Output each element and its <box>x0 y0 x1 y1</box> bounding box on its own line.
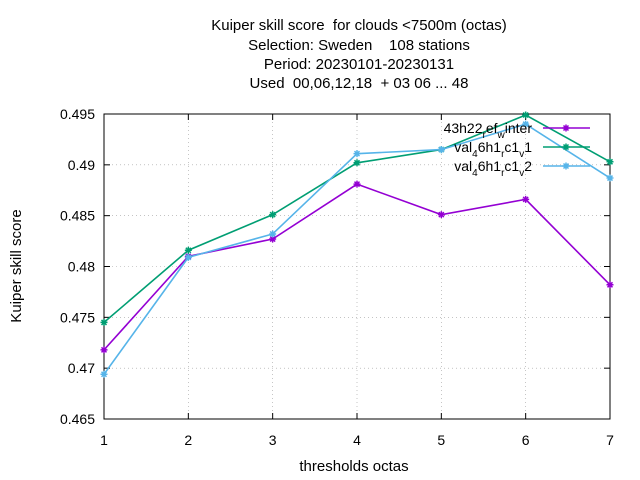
data-point <box>606 174 614 182</box>
data-point <box>606 281 614 289</box>
data-point <box>353 150 361 158</box>
y-axis-label: Kuiper skill score <box>8 209 25 322</box>
series-3 <box>100 120 614 378</box>
data-point <box>606 158 614 166</box>
x-tick-label: 1 <box>100 432 108 448</box>
data-point <box>353 159 361 167</box>
x-tick-label: 6 <box>522 432 530 448</box>
x-tick-label: 2 <box>184 432 192 448</box>
data-point <box>437 211 445 219</box>
chart-title-line-2: Selection: Sweden 108 stations <box>248 37 470 54</box>
legend-label: val46h1rc1v2 <box>454 158 532 179</box>
legend-marker <box>562 143 570 151</box>
y-tick-label: 0.475 <box>60 309 95 325</box>
legend-marker <box>562 124 570 132</box>
y-tick-label: 0.47 <box>68 360 95 376</box>
data-point <box>522 120 530 128</box>
legend-entry-2: val46h1rc1v1 <box>454 139 590 160</box>
chart-title-line-3: Period: 20230101-20230131 <box>263 56 455 73</box>
data-point <box>269 211 277 219</box>
data-point <box>353 180 361 188</box>
data-point <box>100 370 108 378</box>
data-point <box>100 346 108 354</box>
legend-label: val46h1rc1v1 <box>454 139 532 160</box>
y-tick-label: 0.49 <box>68 157 95 173</box>
y-tick-label: 0.495 <box>60 106 95 122</box>
data-point <box>522 195 530 203</box>
x-tick-label: 3 <box>269 432 277 448</box>
x-tick-label: 7 <box>606 432 614 448</box>
series-lines <box>100 111 614 378</box>
data-point <box>437 146 445 154</box>
legend-label: 43h22refwinter <box>444 120 533 141</box>
x-tick-label: 4 <box>353 432 361 448</box>
x-tick-label: 5 <box>437 432 445 448</box>
x-axis-label: thresholds octas <box>299 458 408 475</box>
grid-lines <box>104 114 610 419</box>
axis-ticks: 0.465 0.47 0.475 0.48 0.485 0.49 0.495 1 2 3 4 5 6 7 <box>60 106 614 448</box>
data-point <box>269 230 277 238</box>
data-point <box>184 246 192 254</box>
data-point <box>184 253 192 261</box>
legend-entry-3: val46h1rc1v2 <box>454 158 590 179</box>
legend-entry-1: 43h22refwinter <box>444 120 590 141</box>
chart-title-line-4: Used 00,06,12,18 + 03 06 ... 48 <box>249 75 469 92</box>
data-point <box>522 111 530 119</box>
series-line <box>103 183 611 351</box>
y-tick-label: 0.48 <box>68 259 95 275</box>
chart-title-line-1: Kuiper skill score for clouds <7500m (oc… <box>211 17 507 34</box>
data-point <box>269 235 277 243</box>
y-tick-label: 0.465 <box>60 411 95 427</box>
legend-marker <box>562 162 570 170</box>
data-point <box>100 318 108 326</box>
y-tick-label: 0.485 <box>60 208 95 224</box>
